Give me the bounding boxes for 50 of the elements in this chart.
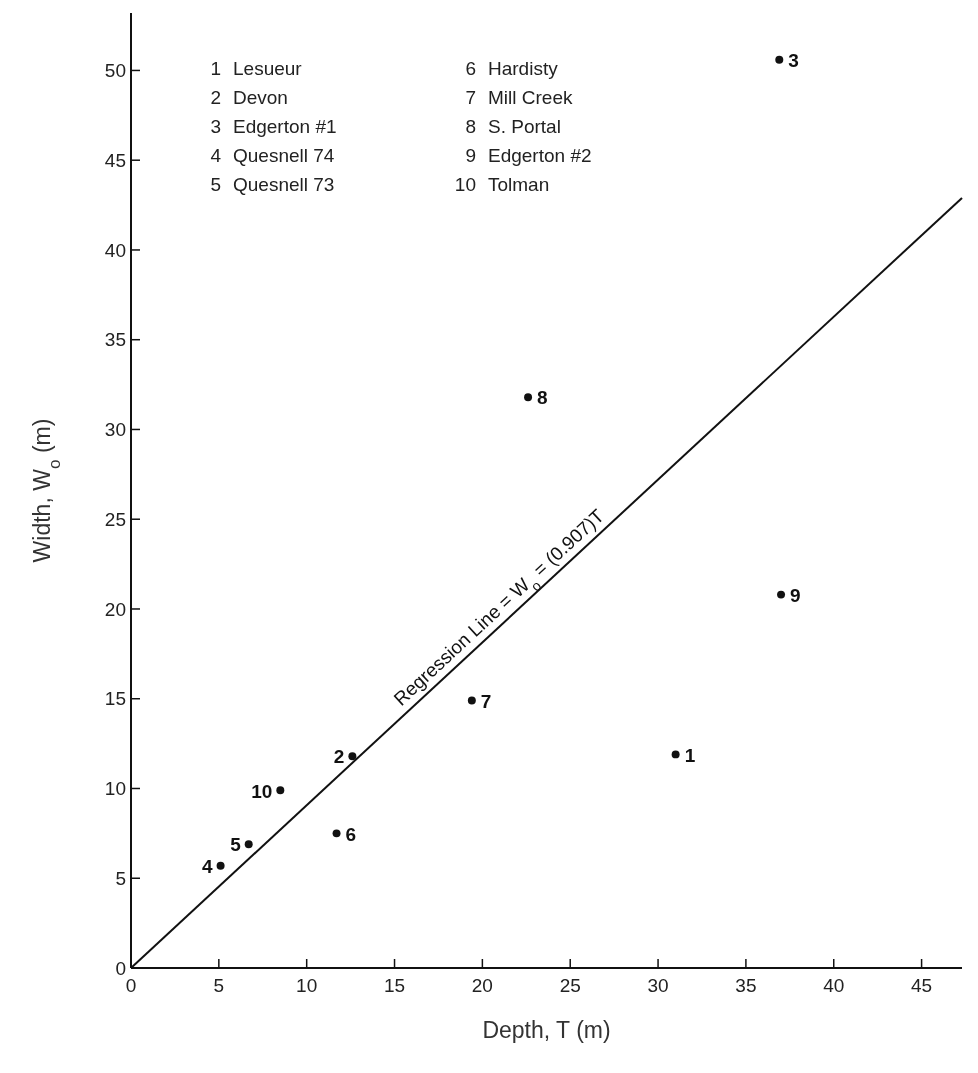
annotation: 9 Edgerton #2 — [465, 145, 592, 166]
x-tick-label: 25 — [559, 975, 581, 996]
point — [524, 393, 533, 402]
point — [244, 840, 253, 849]
point — [276, 786, 285, 795]
x-tick-label: 10 — [296, 975, 318, 996]
y-tick-label: 15 — [104, 688, 126, 710]
x-tick-label: 45 — [911, 975, 933, 996]
point — [332, 829, 341, 838]
y-tick-label: 25 — [104, 508, 126, 530]
y-tick-label: 30 — [104, 419, 126, 441]
point — [777, 590, 786, 599]
annotation: 3 — [788, 49, 799, 71]
annotation: 10 — [251, 780, 273, 802]
y-tick-label: 45 — [104, 149, 126, 171]
y-tick-label: 5 — [115, 867, 126, 889]
y-tick-label: 20 — [104, 598, 126, 620]
x-tick-label: 35 — [735, 975, 757, 996]
x-tick-label: 5 — [213, 975, 225, 996]
point — [775, 55, 784, 64]
x-tick-label: 15 — [383, 975, 406, 996]
annotation: 10 Tolman — [454, 174, 550, 195]
y-tick-label: 35 — [104, 329, 126, 351]
annotation: 7 Mill Creek — [465, 87, 573, 108]
point — [216, 861, 225, 870]
x-axis-title: Depth, T (m) — [482, 1017, 611, 1043]
y-tick-label: 50 — [104, 60, 126, 82]
x-tick-label: 40 — [823, 975, 845, 996]
annotation: 3 Edgerton #1 — [210, 116, 337, 137]
annotation: 2 — [333, 746, 345, 768]
x-tick-label: 30 — [647, 975, 669, 996]
annotation: 1 — [684, 744, 696, 766]
annotation: 5 — [230, 834, 242, 856]
x-tick-label: 20 — [471, 975, 493, 996]
point — [348, 752, 357, 761]
annotation: 6 — [345, 823, 357, 845]
annotation: 5 Quesnell 73 — [210, 174, 335, 195]
point — [671, 750, 680, 759]
annotation: 8 — [537, 387, 548, 409]
annotation: 4 Quesnell 74 — [210, 145, 335, 166]
y-tick-label: 10 — [104, 778, 126, 800]
annotation: 8 S. Portal — [465, 116, 561, 137]
annotation: 7 — [480, 690, 492, 712]
annotation: 2 Devon — [210, 87, 288, 108]
annotation: 6 Hardisty — [465, 58, 559, 79]
y-tick-label: 40 — [104, 239, 126, 261]
annotation: 1 Lesueur — [210, 58, 303, 79]
annotation: 4 — [202, 855, 214, 877]
annotation: 9 — [790, 584, 801, 606]
y-tick-label: 0 — [115, 957, 126, 979]
